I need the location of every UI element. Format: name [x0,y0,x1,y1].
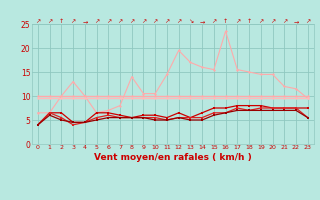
X-axis label: Vent moyen/en rafales ( km/h ): Vent moyen/en rafales ( km/h ) [94,153,252,162]
